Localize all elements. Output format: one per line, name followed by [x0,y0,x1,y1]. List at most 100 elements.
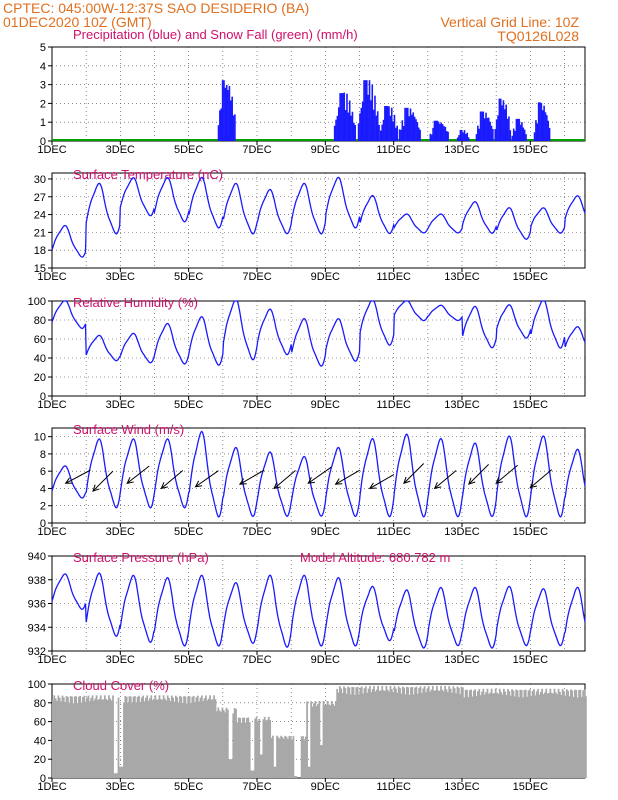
y-tick-label: 0 [40,136,46,148]
cloud-bar [113,773,116,778]
cloud-bar [503,688,505,778]
cloud-bar [61,695,64,778]
cloud-bar [52,700,54,778]
cloud-bar [177,702,180,778]
cloud-bar [236,722,239,778]
cloud-bar [434,690,437,778]
cloud-bar [425,692,427,778]
precip-bar [479,111,482,141]
precip-bar [346,93,348,141]
cloud-bar [149,698,151,778]
cloud-bar [120,766,123,778]
precip-bar [519,124,522,141]
x-tick-label: 15DEC [513,654,549,666]
precip-bar [384,105,386,141]
cloud-bar [263,716,266,778]
cloud-bar [135,702,138,778]
precip-bar [486,117,489,141]
y-tick-label: 5 [40,42,46,54]
cloud-bar [505,695,508,778]
wind-arrowhead [92,484,100,492]
cloud-bar [146,695,149,778]
cloud-bar [198,701,200,778]
cloud-bar [53,695,56,778]
y-tick-label: 18 [34,245,46,257]
cloud-bar [218,710,221,778]
cloud-bar [79,695,82,778]
cloud-bar [388,691,390,778]
cloud-bar [528,689,531,778]
panel-cloud: 0 20 40 60 80 100 1DEC 3DEC 5DEC 7DEC 9DEC 11DEC 13D… [28,678,587,793]
panel-title: Surface Wind (m/s) [73,422,184,437]
cloud-bar [497,693,500,778]
precip-bar [537,102,540,141]
wind-vector [335,469,361,485]
precip-bar [402,125,405,141]
x-tick-label: 5DEC [174,654,203,666]
x-tick-label: 15DEC [513,526,549,538]
panel-rh: 0 20 40 60 80 100 1DEC 3DEC 5DEC 7DEC 9DEC 11DEC 13D… [28,295,586,411]
cloud-bar [151,700,154,778]
cloud-bar [86,697,88,778]
cloud-bar [578,690,580,778]
precip-bar [460,129,463,141]
cloud-bar [57,695,60,778]
x-tick-label: 9DEC [311,271,340,283]
cloud-bar [466,689,468,778]
precip-bar [494,129,497,141]
cloud-bar [265,720,267,778]
cloud-bar [326,700,329,778]
cloud-bar [553,688,556,778]
cloud-bar [352,687,355,778]
precip-bar [540,103,543,141]
cloud-bar [175,695,177,778]
precip-bar [440,122,443,141]
y-tick-label: 21 [34,227,46,239]
precip-bar [509,130,512,141]
cloud-bar [395,688,397,778]
cloud-bar [544,692,546,778]
cloud-bar [287,739,289,778]
cloud-bar [285,736,288,778]
cloud-bar [397,686,400,778]
cloud-bar [216,711,218,778]
x-tick-label: 11DEC [376,526,411,538]
cloud-bar [453,688,456,778]
precip-bar [417,127,420,141]
y-tick-label: 0 [40,773,46,785]
cloud-bar [479,695,482,778]
cloud-bar [508,691,511,778]
series-line-pres [51,572,586,649]
cloud-bar [190,702,192,778]
cloud-bar [127,703,129,778]
precip-bar [413,116,416,141]
panel-wind: 0 2 4 6 8 10 1DEC 3DEC 5DEC 7DEC 9DEC 11DEC 13DEC 15D… [34,422,586,538]
cloud-bar [270,737,273,778]
cloud-bar [393,686,396,778]
cloud-bar [258,718,261,778]
cloud-bar [492,693,494,778]
precip-bar [441,124,444,141]
cloud-bar [273,766,276,778]
precip-bar [477,125,479,141]
cloud-bar [129,696,132,778]
cloud-bar [103,695,106,778]
precip-bar [372,109,375,141]
cloud-bar [550,692,553,778]
x-tick-label: 11DEC [376,781,411,793]
cloud-bar [563,691,565,778]
cloud-bar [195,697,198,778]
cloud-bar [95,695,98,778]
precip-bar [368,80,371,141]
precip-bar [400,129,402,141]
y-tick-label: 60 [34,717,46,729]
y-tick-label: 934 [28,622,46,634]
cloud-bar [187,696,190,778]
cloud-bar [575,690,578,778]
precip-bar [518,118,520,141]
x-tick-label: 15DEC [513,781,549,793]
precip-bar [380,130,382,141]
cloud-bar [252,770,255,778]
cloud-bar [456,686,459,778]
cloud-bar [134,696,136,778]
